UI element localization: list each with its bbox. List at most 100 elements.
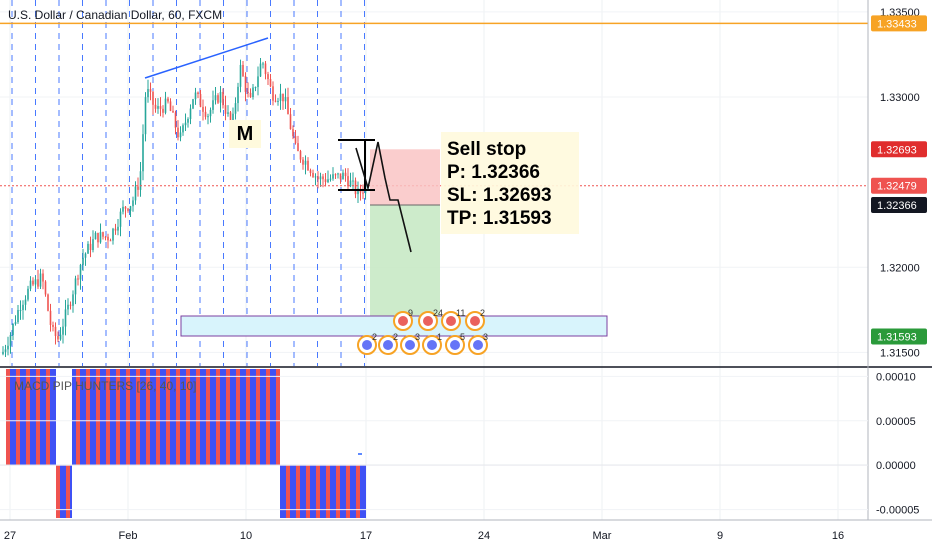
candle-body — [294, 136, 297, 144]
candle-body — [282, 93, 284, 102]
price-marker — [871, 15, 927, 32]
histogram-bar — [36, 369, 38, 466]
candle-body — [177, 127, 179, 138]
histogram-bar — [160, 369, 162, 466]
histogram-bar — [24, 369, 26, 466]
candle-body — [142, 134, 144, 172]
candle-body — [179, 132, 182, 138]
histogram-bar — [364, 465, 366, 518]
histogram-bar — [212, 369, 214, 466]
candle-body — [199, 94, 202, 107]
candle-body — [277, 100, 279, 102]
histogram-bar — [308, 465, 310, 518]
histogram-bar — [140, 369, 142, 466]
histogram-bar — [252, 369, 254, 466]
candle-body — [94, 232, 97, 240]
trade-annotation: Sell stop P: 1.32366 SL: 1.32693 TP: 1.3… — [441, 132, 579, 234]
candle-body — [154, 104, 157, 109]
histogram-bar — [356, 465, 358, 518]
histogram-bar — [358, 465, 360, 518]
candle-body — [102, 232, 104, 237]
histogram-bar — [230, 369, 232, 466]
histogram-bar — [350, 465, 352, 518]
histogram-bar — [148, 369, 150, 466]
price-marker-label: 1.32366 — [877, 200, 917, 212]
histogram-bar — [104, 369, 106, 466]
histogram-bar — [12, 369, 14, 466]
annotation-take-profit: TP: 1.31593 — [447, 208, 552, 229]
candle-body — [67, 304, 69, 310]
event-count: 24 — [433, 308, 443, 318]
histogram-bar — [16, 369, 18, 466]
candle-body — [89, 243, 92, 251]
histogram-bar — [34, 369, 36, 466]
pattern-label: M — [229, 120, 261, 148]
histogram-bar — [88, 369, 90, 466]
candle-body — [344, 172, 347, 177]
histogram-bar — [108, 369, 110, 466]
candle-body — [194, 92, 197, 100]
candle-body — [347, 176, 349, 187]
histogram-bar — [6, 369, 8, 466]
price-marker-label: 1.31593 — [877, 332, 917, 344]
event-marker-flag — [423, 316, 433, 326]
candle-body — [139, 171, 142, 190]
histogram-bar — [320, 465, 322, 518]
candle-body — [124, 206, 127, 209]
time-tick-label: 16 — [832, 530, 844, 542]
candle-body — [27, 288, 29, 300]
candle-body — [119, 211, 122, 227]
indicator-tick-label: 0.00005 — [876, 416, 916, 428]
histogram-bar — [220, 369, 222, 466]
histogram-bar — [304, 465, 306, 518]
histogram-bar — [258, 369, 260, 466]
histogram-bar — [146, 369, 148, 466]
histogram-bar — [116, 369, 118, 466]
event-count: 9 — [408, 308, 413, 318]
event-count: 3 — [415, 332, 420, 342]
candle-body — [44, 281, 47, 295]
histogram-bar — [120, 369, 122, 466]
event-marker-flag — [398, 316, 408, 326]
event-marker-flag — [450, 340, 460, 350]
histogram-bar — [144, 369, 146, 466]
histogram-bar — [232, 369, 234, 466]
candle-body — [309, 170, 312, 173]
histogram-bar — [66, 465, 68, 518]
histogram-bar — [126, 369, 128, 466]
histogram-bar — [316, 465, 318, 518]
candle-body — [77, 278, 79, 280]
event-count: 1 — [437, 332, 442, 342]
price-tick-label: 1.31500 — [880, 347, 920, 359]
candle-body — [254, 87, 257, 89]
candle-body — [234, 103, 237, 114]
histogram-bar — [226, 369, 228, 466]
candle-body — [39, 273, 42, 287]
candle-body — [19, 309, 22, 311]
candle-body — [274, 100, 277, 102]
histogram-bar — [288, 465, 290, 518]
histogram-bar — [168, 369, 170, 466]
event-count: 2 — [372, 332, 377, 342]
histogram-bar — [276, 369, 278, 466]
price-marker — [871, 177, 927, 194]
histogram-bar — [302, 465, 304, 518]
histogram-bar — [58, 465, 60, 518]
candle-body — [349, 180, 352, 187]
price-marker — [871, 328, 927, 345]
histogram-bar — [318, 465, 320, 518]
histogram-bar — [174, 369, 176, 466]
histogram-bar — [294, 465, 296, 518]
candle-body — [247, 91, 249, 93]
candle-body — [252, 87, 254, 98]
histogram-bar — [186, 369, 188, 466]
candle-body — [147, 89, 149, 98]
histogram-bar — [56, 465, 58, 518]
histogram-bar — [246, 369, 248, 466]
histogram-bar — [332, 465, 334, 518]
event-marker-flag — [446, 316, 456, 326]
histogram-bar — [290, 465, 292, 518]
histogram-bar — [324, 465, 326, 518]
candle-body — [129, 206, 132, 211]
candle-body — [92, 239, 94, 251]
